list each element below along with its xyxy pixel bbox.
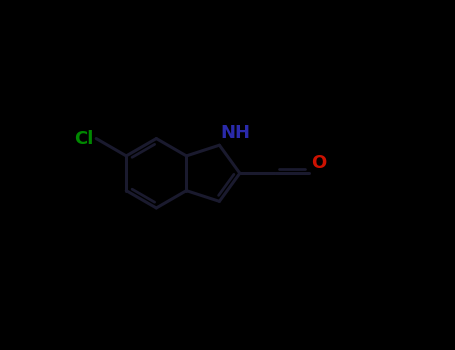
Text: NH: NH [221, 124, 250, 142]
Text: Cl: Cl [74, 130, 93, 148]
Text: O: O [311, 154, 326, 172]
